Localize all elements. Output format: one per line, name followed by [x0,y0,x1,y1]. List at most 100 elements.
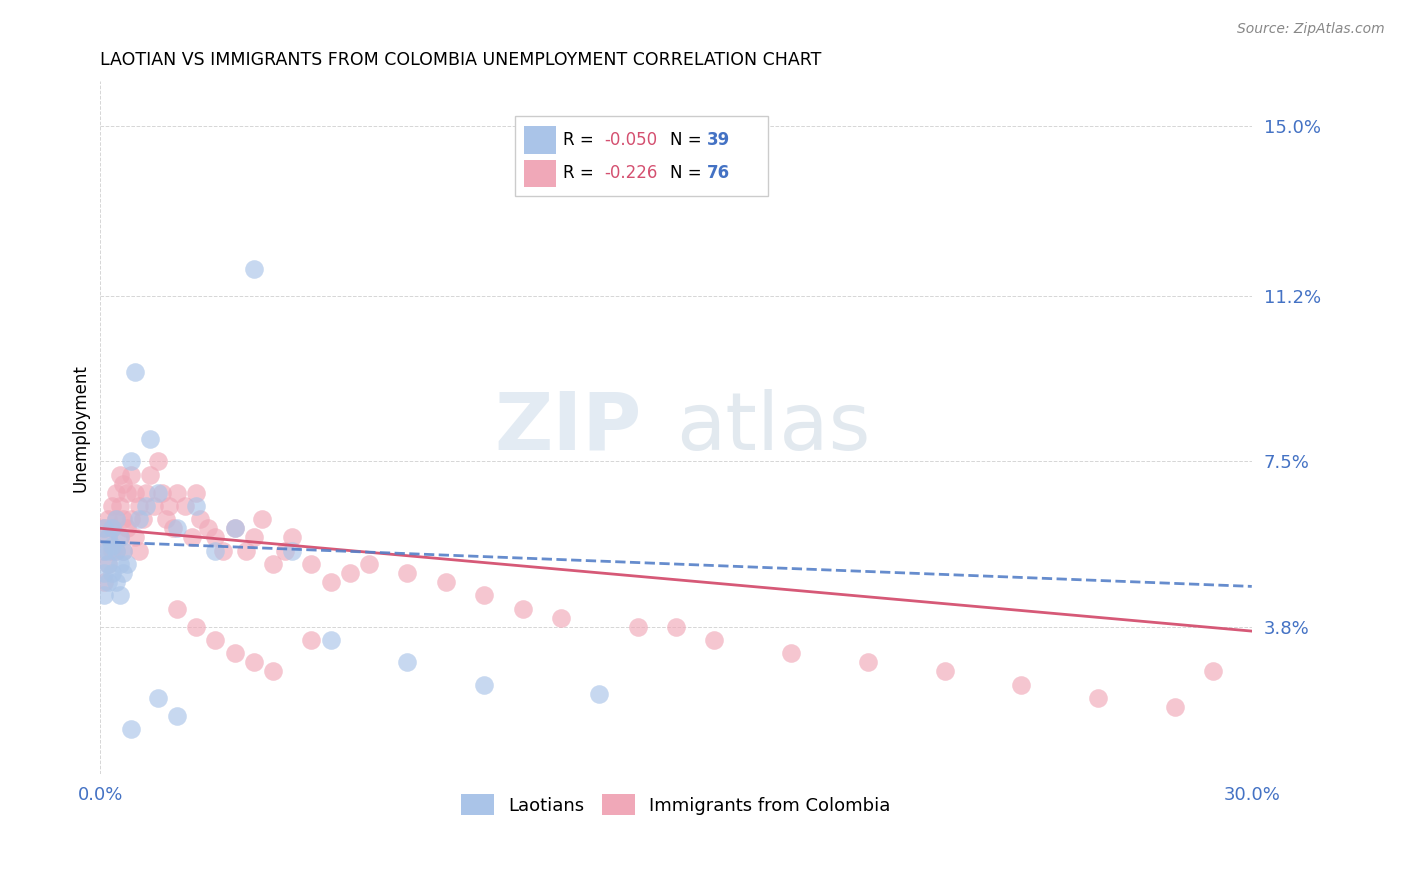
Point [396,566,419,580]
Point [101,499,124,513]
Point [128,512,150,526]
FancyBboxPatch shape [524,160,557,187]
Point [115,557,138,571]
Point [124,530,146,544]
Point [101,521,124,535]
Point [128,543,150,558]
Point [120,723,142,737]
Point [262,557,284,571]
Point [472,678,495,692]
Point [108,467,131,482]
Point [93,588,115,602]
Point [186,499,208,513]
Point [135,485,157,500]
Point [166,485,188,500]
Point [934,665,956,679]
Point [159,499,181,513]
Point [97,530,120,544]
Text: 39: 39 [707,131,730,149]
Point [108,530,131,544]
Point [166,709,188,723]
Point [665,620,688,634]
Point [93,521,115,535]
Point [1202,665,1225,679]
Point [115,485,138,500]
Point [146,485,169,500]
Text: atlas: atlas [676,389,870,467]
Point [281,543,304,558]
Point [124,485,146,500]
Point [319,574,342,589]
Point [273,543,295,558]
Point [146,454,169,468]
Point [104,512,127,526]
Point [93,574,115,589]
Point [204,633,226,648]
Point [627,620,650,634]
Point [97,530,120,544]
Point [97,557,120,571]
Point [396,656,419,670]
Point [186,485,208,500]
Point [550,610,572,624]
Text: -0.050: -0.050 [605,131,658,149]
Point [97,512,120,526]
Point [301,633,323,648]
Point [104,512,127,526]
Point [243,530,266,544]
Point [301,557,323,571]
Point [703,633,725,648]
Point [155,512,177,526]
Point [472,588,495,602]
Point [124,365,146,379]
Point [131,512,153,526]
Point [112,512,135,526]
Text: N =: N = [671,164,707,183]
Point [188,512,211,526]
Point [780,647,803,661]
Legend: Laotians, Immigrants from Colombia: Laotians, Immigrants from Colombia [453,785,900,824]
Point [97,574,120,589]
Point [243,262,266,277]
Text: LAOTIAN VS IMMIGRANTS FROM COLOMBIA UNEMPLOYMENT CORRELATION CHART: LAOTIAN VS IMMIGRANTS FROM COLOMBIA UNEM… [100,51,821,69]
Point [104,543,127,558]
Point [166,521,188,535]
Point [104,574,127,589]
Text: ZIP: ZIP [495,389,641,467]
Point [120,454,142,468]
Text: -0.226: -0.226 [605,164,658,183]
Point [115,521,138,535]
FancyBboxPatch shape [515,116,768,195]
Text: R =: R = [564,131,599,149]
Point [112,543,135,558]
Point [93,543,115,558]
Point [204,543,226,558]
Point [143,499,166,513]
FancyBboxPatch shape [524,127,557,154]
Point [128,499,150,513]
Point [319,633,342,648]
Point [120,512,142,526]
Point [224,521,246,535]
Point [186,620,208,634]
Point [104,543,127,558]
Point [1011,678,1033,692]
Text: 76: 76 [707,164,730,183]
Point [197,521,219,535]
Point [512,601,534,615]
Point [93,521,115,535]
Text: N =: N = [671,131,707,149]
Point [112,543,135,558]
Point [150,485,173,500]
Point [173,499,195,513]
Point [97,543,120,558]
Point [204,530,226,544]
Point [224,521,246,535]
Point [120,467,142,482]
Point [135,499,157,513]
Point [139,467,162,482]
Point [588,687,610,701]
Point [112,566,135,580]
Point [212,543,235,558]
Point [1164,700,1187,714]
